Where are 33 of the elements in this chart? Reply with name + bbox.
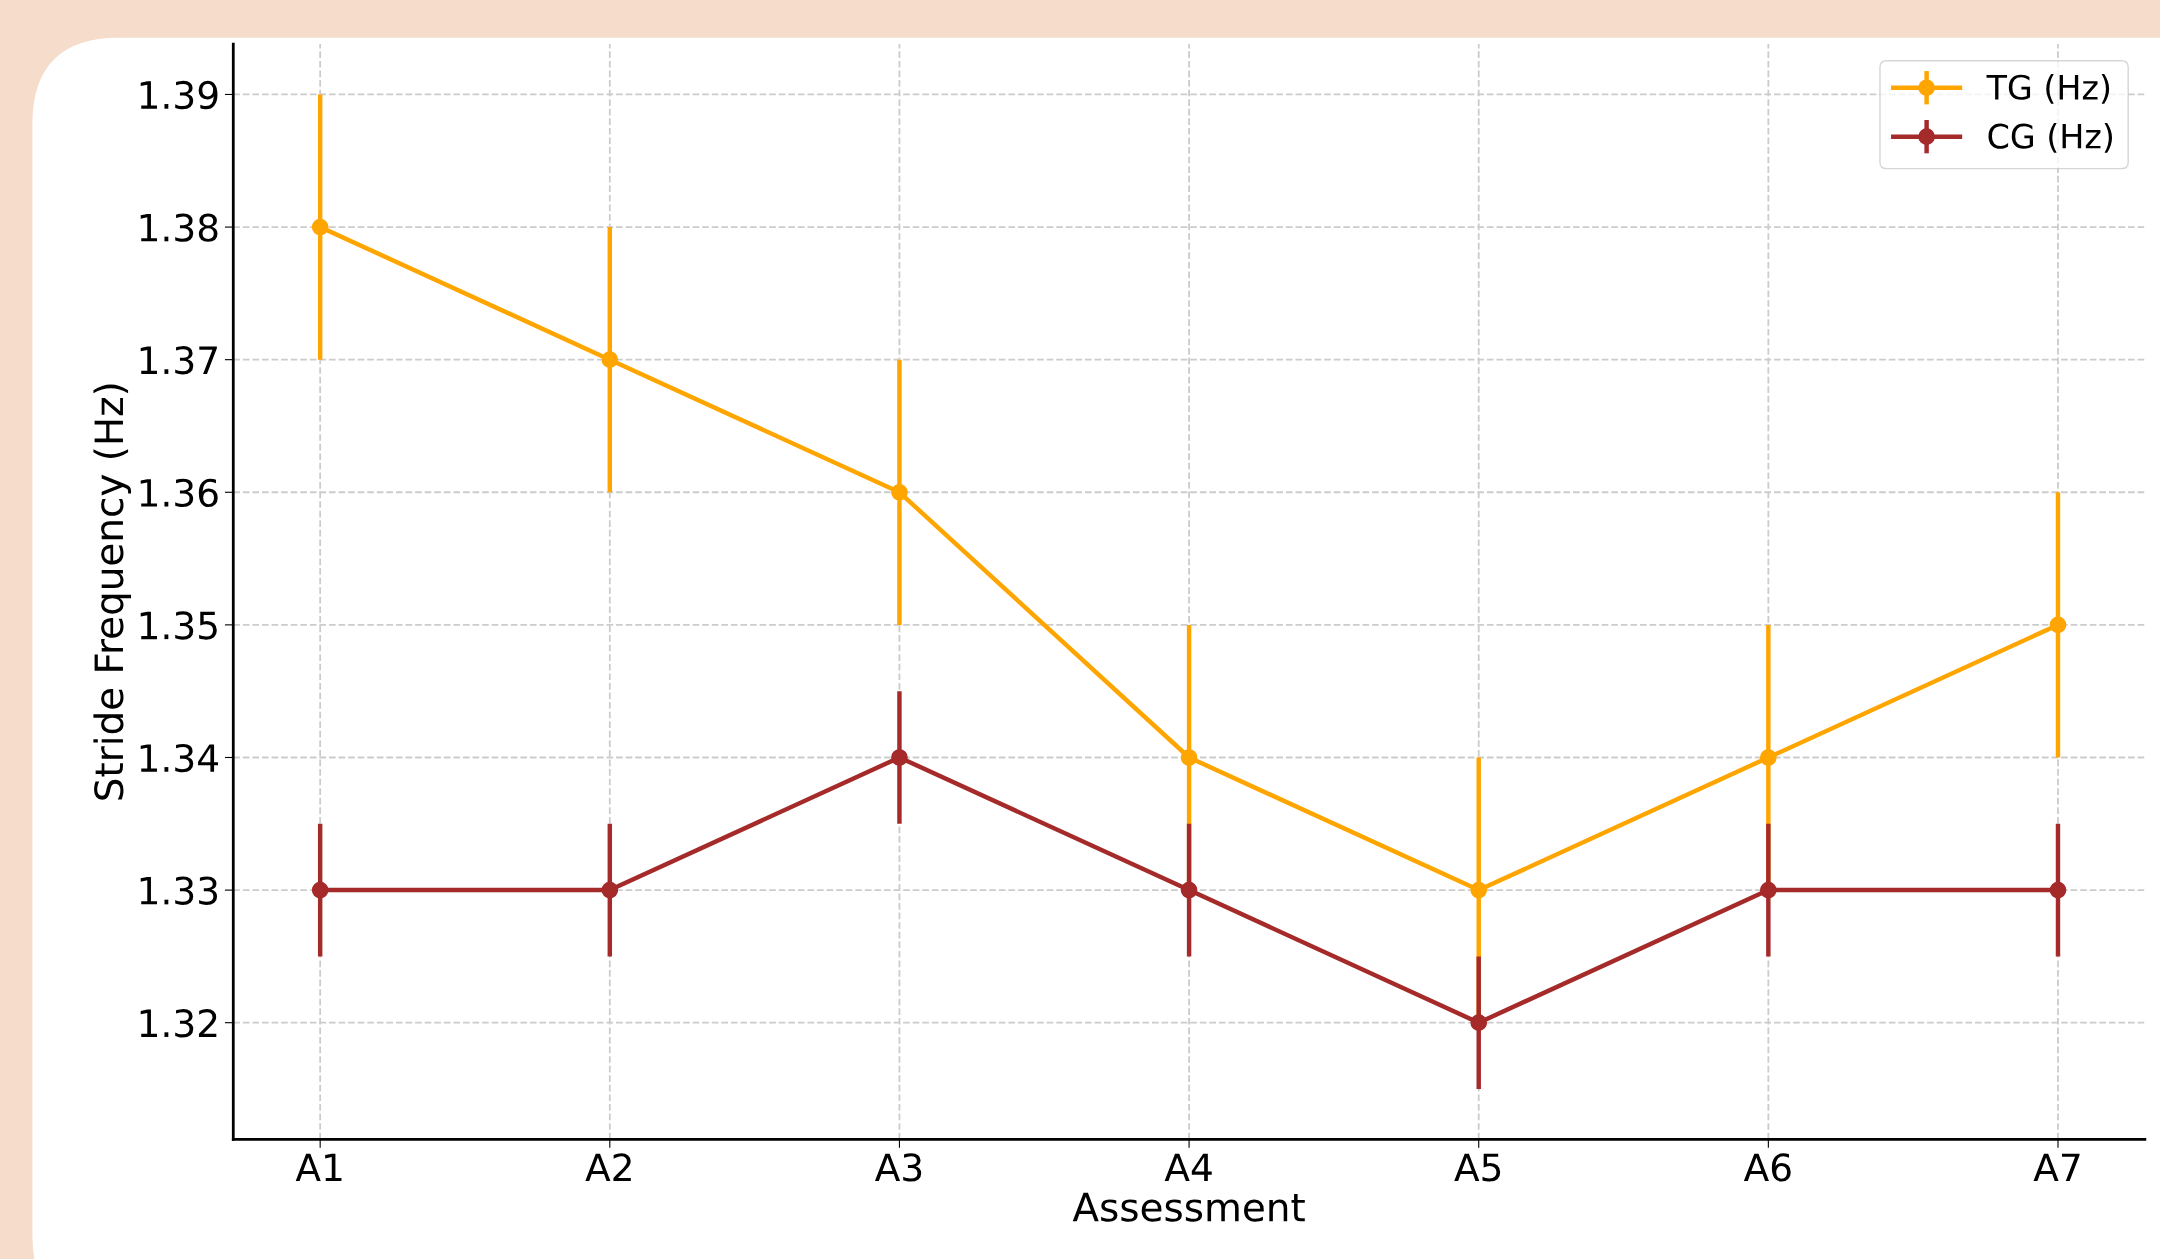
y-tick-label: 1.32 xyxy=(140,1009,217,1038)
point xyxy=(311,218,329,236)
point xyxy=(1180,749,1198,766)
legend-label: CG (Hz) xyxy=(1988,123,2113,153)
point xyxy=(2049,616,2067,634)
x-tick-label: A4 xyxy=(1164,1153,1212,1182)
point xyxy=(1760,881,1777,899)
y-tick-label: 1.35 xyxy=(140,611,217,640)
x-tick-label: A1 xyxy=(295,1153,342,1182)
point xyxy=(1470,881,1488,899)
x-axis-title: Assessment xyxy=(1072,1192,1305,1222)
x-tick-label: A6 xyxy=(1743,1153,1791,1182)
point xyxy=(2049,881,2067,899)
y-tick-label: 1.33 xyxy=(140,876,218,905)
y-tick-label: 1.34 xyxy=(140,743,218,773)
point xyxy=(891,483,908,501)
point xyxy=(1760,749,1777,766)
legend-label: TG (Hz) xyxy=(1986,74,2110,104)
point xyxy=(601,881,619,899)
x-tick-label: A3 xyxy=(874,1153,922,1182)
y-tick-label: 1.39 xyxy=(140,80,218,110)
point xyxy=(1180,881,1198,899)
point xyxy=(601,351,619,369)
point xyxy=(1470,1014,1488,1032)
x-tick-label: A5 xyxy=(1454,1153,1501,1182)
x-tick-label: A7 xyxy=(2033,1153,2080,1182)
y-tick-label: 1.38 xyxy=(140,213,218,242)
y-tick-label: 1.36 xyxy=(140,478,218,508)
y-axis-title: Stride Frequency (Hz) xyxy=(93,384,132,800)
point xyxy=(891,749,908,766)
x-tick-label: A2 xyxy=(585,1153,631,1182)
point xyxy=(311,881,329,899)
y-tick-label: 1.37 xyxy=(140,346,217,375)
